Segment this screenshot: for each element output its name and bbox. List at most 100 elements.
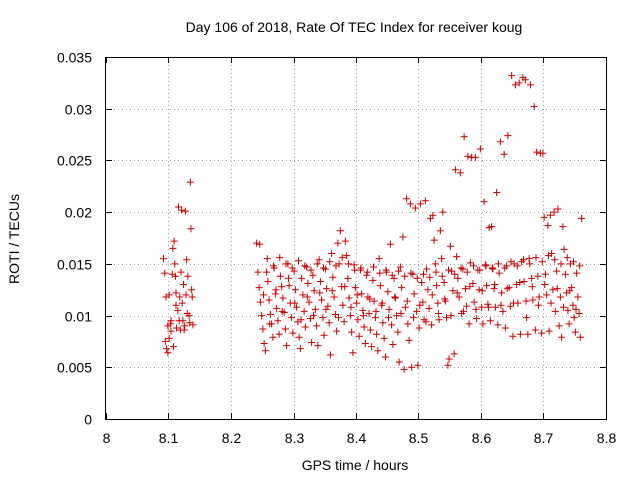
data-point [403,195,411,203]
data-point [385,314,392,322]
data-point [301,323,309,331]
data-point [503,285,511,293]
data-point [380,334,388,342]
data-point [425,304,433,312]
data-point [343,252,351,260]
data-point [266,320,274,328]
data-point [164,322,172,330]
data-point [188,286,196,294]
data-point [289,329,297,337]
data-point [415,324,423,332]
data-point [307,266,315,274]
data-point [551,256,559,264]
data-point [409,270,417,278]
data-point [416,301,424,309]
data-point [463,302,471,310]
data-point [440,278,448,286]
data-point [453,253,461,261]
data-point [261,347,269,355]
data-point [453,289,461,297]
data-point [355,332,363,340]
data-point [400,365,408,373]
data-point [366,326,374,334]
data-point [165,291,173,299]
data-point [276,272,284,280]
data-point [456,169,464,177]
x-tick-label: 8.7 [534,430,554,446]
data-point [291,286,299,294]
x-axis-tick-labels: 8 8.1 8.2 8.3 8.4 8.5 8.6 8.7 8.8 [103,430,617,446]
data-point [176,293,184,301]
data-point [470,298,478,306]
data-point [315,256,323,264]
data-point [303,293,311,301]
data-point [488,264,496,272]
data-point [374,347,382,355]
data-point [511,81,519,89]
data-point [329,273,337,281]
data-point [281,325,289,333]
data-point [524,330,532,338]
data-point [316,277,324,285]
data-point [545,327,553,335]
data-point [366,295,374,303]
data-point [264,277,272,285]
data-point [256,240,264,248]
data-point [572,305,580,313]
data-point [465,320,473,328]
data-point [353,291,361,299]
data-point [388,271,396,279]
data-point [357,264,365,272]
data-point [500,150,508,158]
data-point [447,312,455,320]
data-point [391,294,399,302]
x-tick-label: 8.8 [597,430,617,446]
data-point [481,261,489,269]
data-point [379,319,387,327]
data-point [538,329,546,337]
data-point [276,254,284,262]
data-point [501,324,509,332]
data-point [421,197,429,205]
data-point [568,284,576,292]
data-point [578,214,586,222]
data-point [332,262,340,270]
data-point [436,227,444,235]
data-point [291,299,299,307]
x-tick-label: 8.3 [285,430,305,446]
data-point [491,303,499,311]
data-point [434,299,442,307]
data-point [295,257,302,265]
data-point [403,297,411,305]
y-tick-label: 0.02 [65,205,92,221]
data-point [435,310,442,318]
data-point [167,317,175,325]
data-point [188,293,196,301]
data-point [478,287,486,295]
data-point [509,332,517,340]
y-axis-tick-labels: 0 0.005 0.01 0.015 0.02 0.025 0.03 0.035 [57,50,92,428]
data-point [333,327,341,335]
data-point [260,291,267,299]
data-point [534,272,542,280]
data-point [372,307,380,315]
data-point [334,239,342,247]
x-tick-label: 8.5 [409,430,429,446]
data-point [313,260,321,268]
y-tick-label: 0.03 [65,102,92,118]
data-point [422,318,430,326]
data-point [551,307,559,315]
data-point [553,285,561,293]
data-point [344,274,352,282]
data-point [390,274,398,282]
data-point [561,270,569,278]
x-tick-label: 8.6 [472,430,492,446]
data-point [370,263,377,271]
data-point [432,268,440,276]
data-point [271,290,279,298]
data-point [361,339,369,347]
data-point [528,274,536,282]
data-point [554,205,562,213]
data-point [559,223,567,231]
data-point [531,326,539,334]
